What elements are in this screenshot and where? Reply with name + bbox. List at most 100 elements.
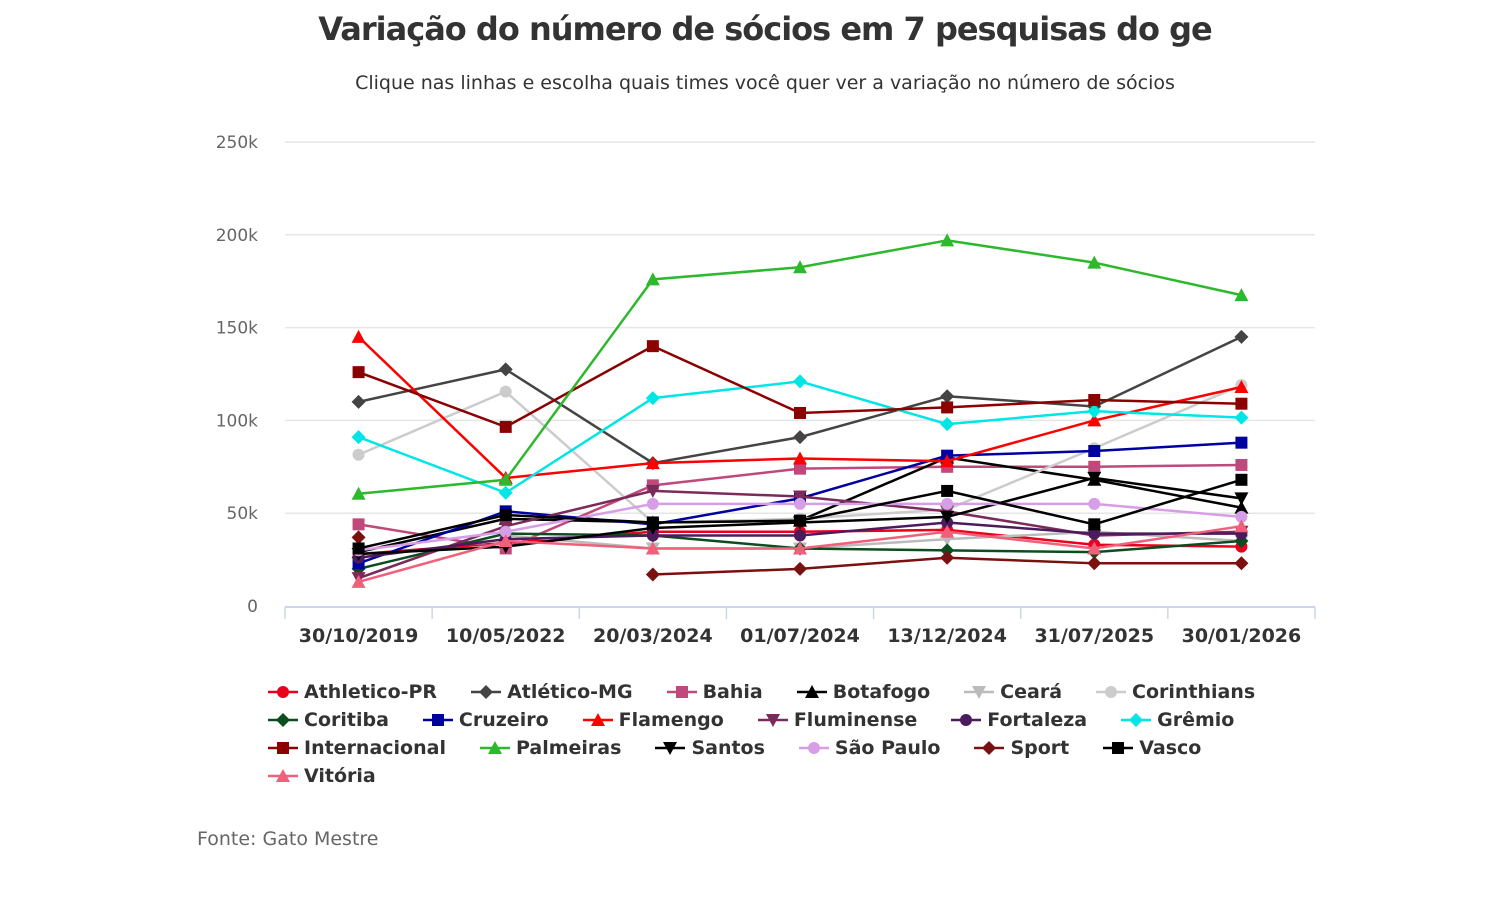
data-point[interactable] bbox=[276, 769, 290, 782]
data-point[interactable] bbox=[1087, 541, 1102, 555]
data-point[interactable] bbox=[765, 714, 780, 727]
data-point[interactable] bbox=[793, 561, 807, 576]
series-s-o-paulo[interactable] bbox=[352, 497, 1248, 557]
data-point[interactable] bbox=[431, 714, 444, 726]
data-point[interactable] bbox=[794, 462, 806, 475]
data-point[interactable] bbox=[982, 741, 997, 755]
data-point[interactable] bbox=[1235, 473, 1248, 486]
data-point[interactable] bbox=[1087, 413, 1102, 427]
data-point[interactable] bbox=[793, 451, 807, 465]
data-point[interactable] bbox=[940, 389, 955, 404]
data-point[interactable] bbox=[1088, 460, 1101, 473]
data-point[interactable] bbox=[1105, 686, 1118, 698]
data-point[interactable] bbox=[675, 686, 688, 698]
series-vasco[interactable] bbox=[352, 473, 1248, 555]
data-point[interactable] bbox=[351, 486, 366, 500]
series-vit-ria[interactable] bbox=[351, 519, 1249, 588]
legend-item[interactable]: Coritiba bbox=[268, 708, 389, 732]
data-point[interactable] bbox=[941, 484, 954, 497]
data-point[interactable] bbox=[498, 472, 513, 486]
data-point[interactable] bbox=[940, 454, 955, 468]
legend-item[interactable]: Sport bbox=[974, 736, 1069, 760]
data-point[interactable] bbox=[499, 525, 512, 538]
data-point[interactable] bbox=[1234, 379, 1249, 393]
legend-item[interactable]: Santos bbox=[655, 736, 765, 760]
data-point[interactable] bbox=[794, 529, 806, 542]
data-point[interactable] bbox=[352, 518, 365, 531]
data-point[interactable] bbox=[793, 490, 807, 504]
data-point[interactable] bbox=[646, 516, 659, 529]
data-point[interactable] bbox=[499, 420, 512, 433]
data-point[interactable] bbox=[1112, 742, 1125, 754]
data-point[interactable] bbox=[351, 329, 366, 343]
legend-item[interactable]: Bahia bbox=[666, 680, 763, 704]
data-point[interactable] bbox=[646, 497, 659, 510]
legend-item[interactable]: Grêmio bbox=[1121, 708, 1234, 732]
data-point[interactable] bbox=[1235, 510, 1248, 523]
legend-item[interactable]: Vitória bbox=[268, 764, 376, 788]
data-point[interactable] bbox=[793, 541, 807, 555]
legend-item[interactable]: Flamengo bbox=[582, 708, 724, 732]
data-point[interactable] bbox=[1234, 492, 1249, 506]
data-point[interactable] bbox=[972, 686, 987, 699]
legend-item[interactable]: Athletico-PR bbox=[268, 680, 437, 704]
data-point[interactable] bbox=[663, 742, 678, 755]
data-point[interactable] bbox=[645, 484, 660, 498]
data-point[interactable] bbox=[1087, 556, 1102, 571]
data-point[interactable] bbox=[645, 391, 660, 406]
data-point[interactable] bbox=[645, 567, 660, 582]
data-point[interactable] bbox=[940, 550, 955, 565]
data-point[interactable] bbox=[1129, 713, 1144, 727]
data-point[interactable] bbox=[276, 713, 290, 727]
data-point[interactable] bbox=[498, 534, 513, 548]
data-point[interactable] bbox=[1088, 393, 1101, 406]
data-point[interactable] bbox=[646, 340, 659, 353]
data-point[interactable] bbox=[794, 514, 806, 527]
data-point[interactable] bbox=[487, 741, 502, 754]
data-point[interactable] bbox=[352, 542, 365, 555]
data-point[interactable] bbox=[941, 401, 954, 414]
data-point[interactable] bbox=[351, 394, 366, 409]
data-point[interactable] bbox=[1235, 458, 1248, 471]
data-point[interactable] bbox=[352, 366, 365, 379]
data-point[interactable] bbox=[351, 530, 366, 545]
data-point[interactable] bbox=[1088, 527, 1101, 540]
data-point[interactable] bbox=[645, 456, 660, 470]
series-sport[interactable] bbox=[351, 530, 1249, 582]
data-point[interactable] bbox=[352, 448, 365, 461]
data-point[interactable] bbox=[646, 529, 659, 542]
data-point[interactable] bbox=[941, 497, 954, 510]
data-point[interactable] bbox=[499, 385, 512, 398]
data-point[interactable] bbox=[940, 510, 955, 524]
legend-item[interactable]: Corinthians bbox=[1096, 680, 1255, 704]
data-point[interactable] bbox=[940, 543, 955, 558]
legend-item[interactable]: São Paulo bbox=[798, 736, 940, 760]
data-point[interactable] bbox=[940, 233, 955, 247]
data-point[interactable] bbox=[807, 742, 820, 754]
legend-item[interactable]: Fortaleza bbox=[951, 708, 1087, 732]
legend-item[interactable]: Fluminense bbox=[757, 708, 917, 732]
data-point[interactable] bbox=[1088, 497, 1101, 510]
series-gr-mio[interactable] bbox=[351, 374, 1249, 500]
data-point[interactable] bbox=[794, 406, 806, 419]
data-point[interactable] bbox=[804, 685, 819, 698]
data-point[interactable] bbox=[1234, 556, 1249, 571]
legend-item[interactable]: Ceará bbox=[964, 680, 1062, 704]
data-point[interactable] bbox=[645, 272, 660, 286]
legend-item[interactable]: Internacional bbox=[268, 736, 446, 760]
series-palmeiras[interactable] bbox=[351, 233, 1249, 500]
data-point[interactable] bbox=[1087, 255, 1102, 269]
data-point[interactable] bbox=[277, 686, 289, 698]
data-point[interactable] bbox=[940, 524, 955, 538]
data-point[interactable] bbox=[499, 509, 512, 522]
legend-item[interactable]: Palmeiras bbox=[479, 736, 621, 760]
series-internacional[interactable] bbox=[352, 340, 1248, 433]
data-point[interactable] bbox=[1234, 410, 1249, 425]
data-point[interactable] bbox=[351, 430, 366, 445]
legend-item[interactable]: Cruzeiro bbox=[422, 708, 549, 732]
data-point[interactable] bbox=[1088, 518, 1101, 531]
data-point[interactable] bbox=[794, 497, 806, 510]
data-point[interactable] bbox=[1087, 471, 1102, 485]
series-flamengo[interactable] bbox=[351, 329, 1249, 484]
data-point[interactable] bbox=[351, 574, 366, 588]
